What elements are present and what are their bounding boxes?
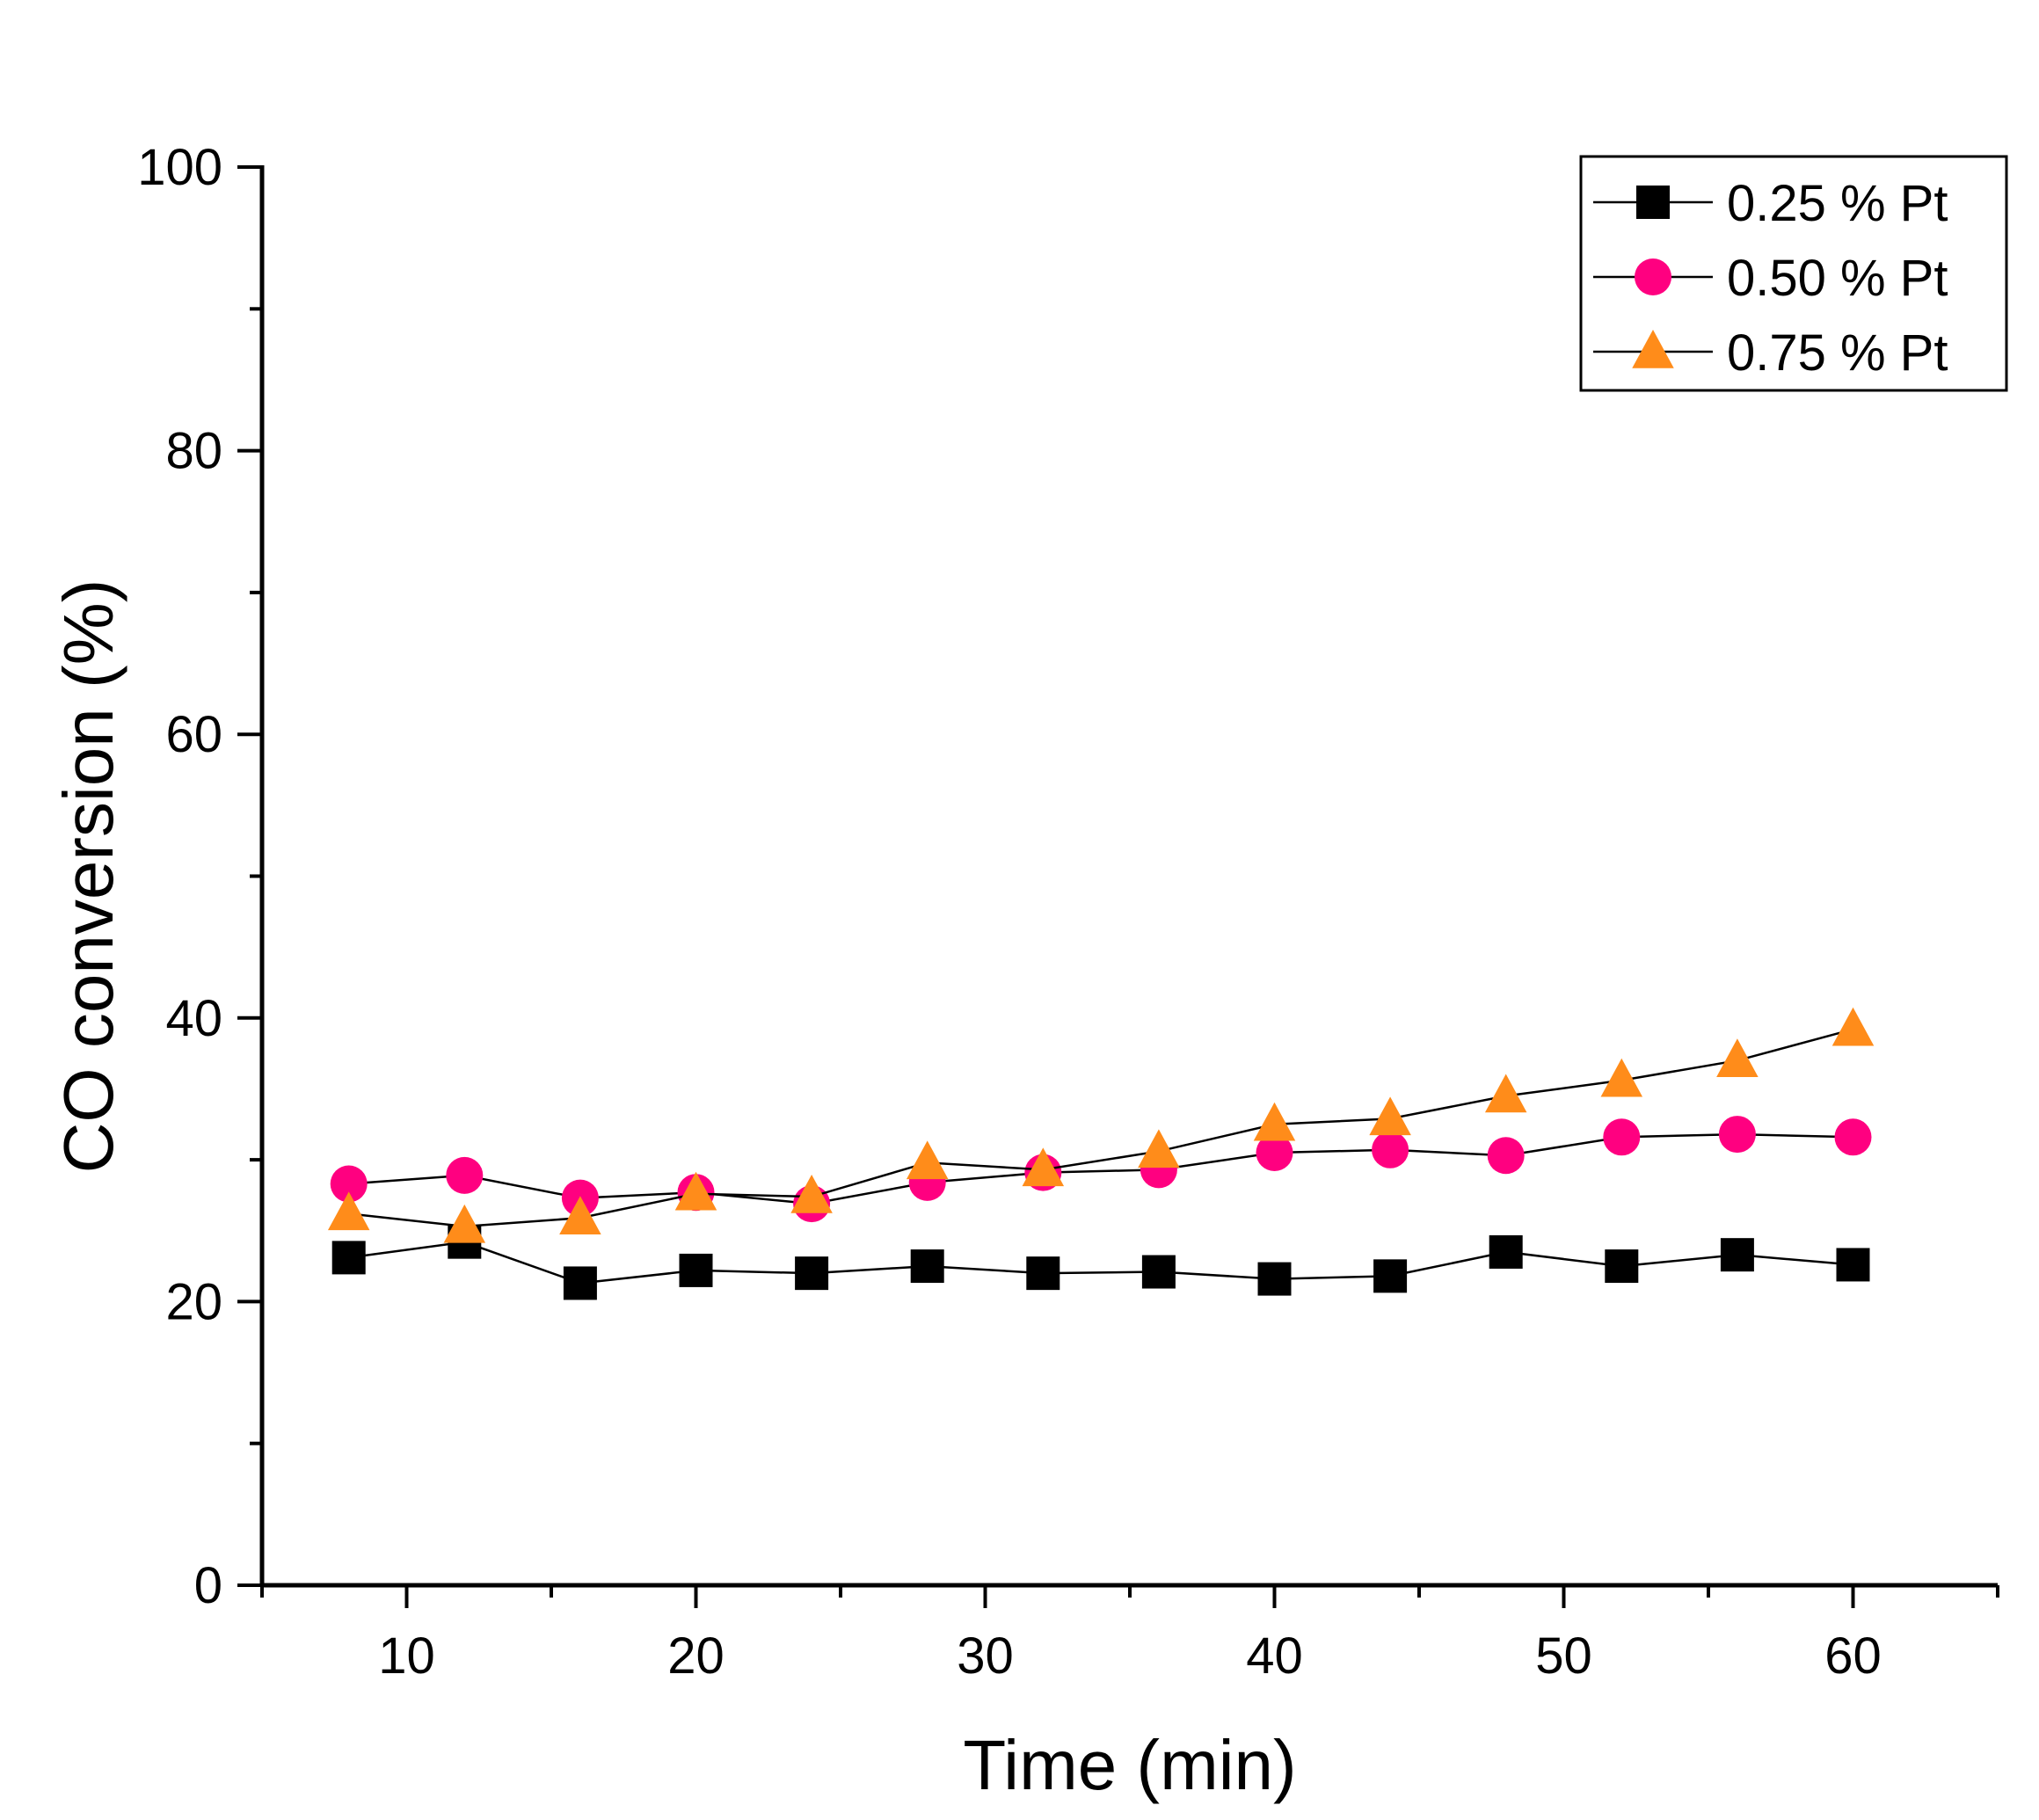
series-layer: [327, 1007, 1875, 1300]
y-tick-label: 80: [165, 423, 222, 480]
legend-item-0-50-pt: 0.50 % Pt: [1593, 250, 1948, 307]
square-marker: [1605, 1249, 1639, 1284]
triangle-marker: [327, 1191, 370, 1231]
triangle-marker: [1831, 1007, 1875, 1046]
legend-circle-marker: [1635, 258, 1671, 295]
series-line: [348, 1241, 1853, 1285]
legend-items: 0.25 % Pt 0.50 % Pt 0.75 % Pt: [1593, 175, 1948, 382]
x-tick-label: 20: [667, 1627, 725, 1685]
legend-label: 0.25 % Pt: [1727, 175, 1948, 232]
y-axis-title: CO conversion (%): [49, 579, 127, 1174]
legend-triangle-marker: [1632, 330, 1674, 368]
square-marker: [1836, 1248, 1870, 1282]
series-line: [348, 1132, 1853, 1205]
series-0-50-pt: [330, 1116, 1872, 1223]
square-marker: [1373, 1259, 1408, 1293]
circle-marker: [330, 1165, 368, 1203]
triangle-marker: [559, 1196, 601, 1234]
x-tick-label: 30: [957, 1627, 1014, 1685]
legend: 0.25 % Pt 0.50 % Pt 0.75 % Pt: [1579, 155, 2008, 392]
y-tick-label: 100: [137, 139, 222, 196]
y-tick-label: 60: [165, 706, 222, 763]
square-marker: [1141, 1255, 1176, 1289]
square-marker: [1720, 1238, 1754, 1272]
y-tick-label: 40: [165, 990, 222, 1047]
circle-marker: [1372, 1131, 1409, 1168]
triangle-marker: [790, 1175, 833, 1213]
y-tick-label: 20: [165, 1273, 222, 1330]
triangle-marker: [1484, 1074, 1527, 1113]
legend-item-0-25-pt: 0.25 % Pt: [1593, 175, 1948, 232]
circle-marker: [446, 1156, 484, 1194]
x-tick-label: 50: [1535, 1627, 1592, 1685]
square-marker: [679, 1253, 713, 1287]
triangle-marker: [1253, 1102, 1296, 1141]
triangle-marker: [906, 1140, 949, 1180]
circle-marker: [1834, 1118, 1872, 1156]
x-tick-label: 10: [378, 1627, 435, 1685]
y-ticks: 0 20 40 60 80 100: [137, 139, 262, 1614]
x-ticks: 10 20 30 40 50 60: [260, 1585, 1999, 1685]
circle-marker: [1603, 1118, 1641, 1156]
triangle-marker: [1600, 1058, 1643, 1097]
series-line: [348, 1028, 1853, 1228]
circle-marker: [1487, 1137, 1525, 1175]
series-0-25-pt: [331, 1225, 1870, 1300]
circle-marker: [1256, 1134, 1293, 1172]
square-marker: [795, 1256, 829, 1291]
series-0-75-pt: [327, 1007, 1875, 1243]
circle-marker: [1718, 1116, 1756, 1154]
x-tick-label: 40: [1246, 1627, 1303, 1685]
triangle-marker: [443, 1204, 486, 1243]
square-marker: [563, 1266, 597, 1300]
square-marker: [331, 1241, 366, 1275]
square-marker: [1489, 1234, 1523, 1269]
legend-label: 0.75 % Pt: [1727, 324, 1948, 382]
legend-item-0-75-pt: 0.75 % Pt: [1593, 324, 1948, 382]
square-marker: [1257, 1262, 1292, 1296]
triangle-marker: [1022, 1147, 1065, 1187]
legend-square-marker: [1636, 186, 1670, 219]
triangle-marker: [674, 1171, 717, 1211]
x-tick-label: 60: [1824, 1627, 1882, 1685]
square-marker: [1026, 1256, 1060, 1291]
triangle-marker: [1138, 1129, 1180, 1168]
x-axis-title: Time (min): [963, 1726, 1296, 1804]
triangle-marker: [1369, 1096, 1411, 1136]
legend-label: 0.50 % Pt: [1727, 250, 1948, 307]
triangle-marker: [1716, 1038, 1759, 1077]
y-tick-label: 0: [194, 1557, 222, 1614]
square-marker: [910, 1249, 944, 1284]
